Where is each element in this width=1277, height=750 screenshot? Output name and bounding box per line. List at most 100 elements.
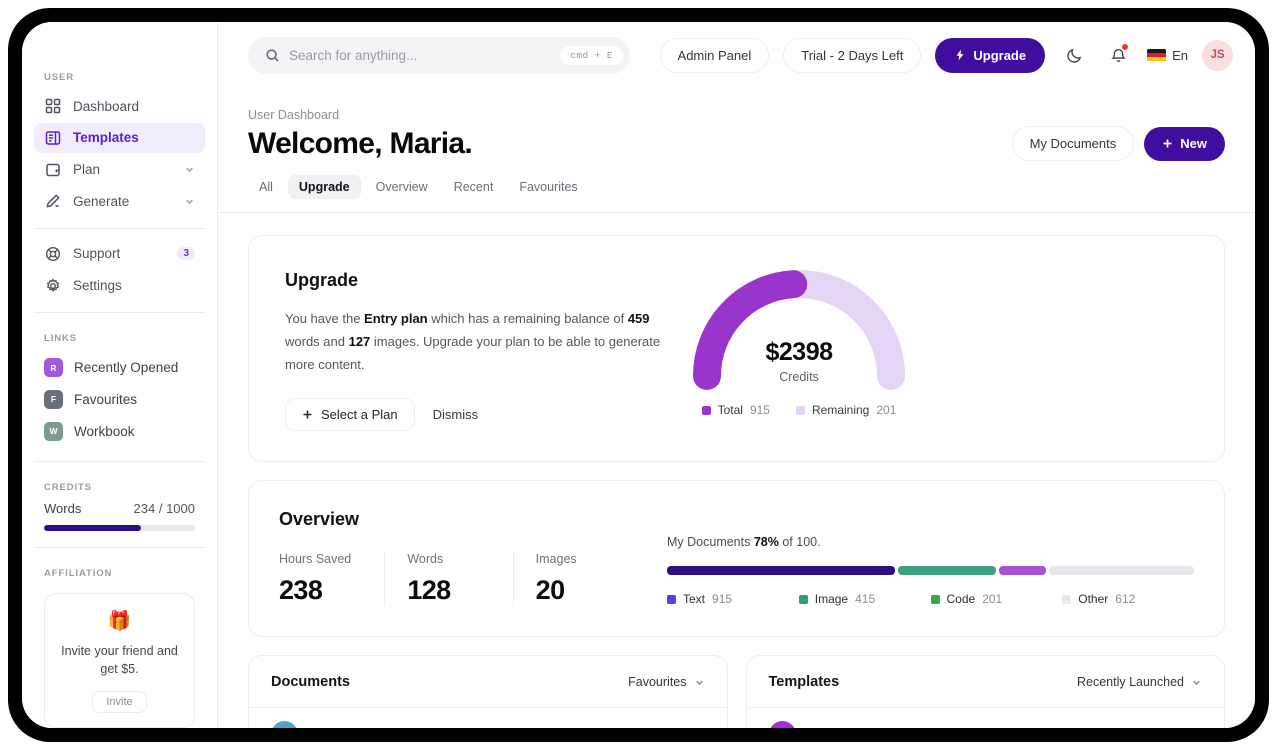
list-item[interactable]: Blog Post Title in Workbook [747,708,1225,728]
tab-overview[interactable]: Overview [375,180,428,194]
recently-opened-badge-icon: R [44,358,63,378]
credits-value: 234 / 1000 [133,500,195,516]
select-a-plan-label: Select a Plan [321,407,398,423]
upgrade-body-pre: You have the [285,311,365,326]
app-screen: USER Dashboard Templates [22,22,1255,728]
sidebar-divider-3 [34,460,205,462]
wallet-icon [44,161,62,179]
chevron-down-icon [695,680,703,685]
sidebar-item-templates[interactable]: Templates [34,122,205,154]
legend-text: Text 915 [667,592,799,606]
sidebar-item-support[interactable]: Support 3 [34,239,205,270]
device-frame: USER Dashboard Templates [8,8,1269,742]
tab-favourites[interactable]: Favourites [519,180,578,194]
stacked-bar-legend: Text 915 Image 415 Cod [667,592,1194,606]
documents-filter-label: Favourites [628,675,687,690]
upgrade-images-remaining: 127 [348,333,371,349]
chevron-down-icon [1193,680,1200,685]
caption-percent: 78% [753,535,779,550]
documents-card-title: Documents [271,674,350,691]
template-name: Blog Post Title [809,727,1120,728]
sidebar-item-label: Dashboard [73,98,140,114]
moon-icon [1066,48,1081,63]
sidebar-item-label: Settings [73,278,122,294]
sidebar-item-dashboard[interactable]: Dashboard [34,91,205,122]
affiliation-text: Invite your friend and get $5. [61,643,178,676]
upgrade-button-label: Upgrade [973,47,1027,63]
documents-card-header: Documents Favourites [249,656,727,709]
stat-label: Words [407,552,444,567]
document-avatar [271,721,298,728]
language-selector[interactable]: En [1147,48,1188,63]
flag-de-icon [1147,48,1167,62]
stat-label: Images [535,552,577,567]
template-avatar [768,721,796,728]
chevron-down-icon [186,167,193,173]
sidebar-divider-2 [34,311,205,313]
upgrade-card-actions: Select a Plan Dismiss [285,398,665,432]
legend-remaining: Remaining 201 [795,403,896,417]
favourites-badge-icon: F [44,389,63,409]
dismiss-button[interactable]: Dismiss [425,407,487,422]
sidebar-divider-4 [34,546,205,548]
upgrade-button[interactable]: Upgrade [935,37,1046,73]
sidebar-link-favourites[interactable]: F Favourites [34,384,205,416]
stack-segment-code [999,566,1046,576]
legend-swatch-code [930,594,940,604]
main-content: cmd + E Admin Panel Trial - 2 Days Left … [218,22,1255,728]
gift-icon: 🎁 [107,610,132,632]
gauge-graphic: $2398 Credits [685,270,913,390]
list-item[interactable]: Untitled Document in Workbook [249,708,727,728]
sidebar-link-recently-opened[interactable]: R Recently Opened [34,352,205,384]
invite-button[interactable]: Invite [92,690,147,713]
legend-total-value: 915 [749,403,770,417]
trial-status-button[interactable]: Trial - 2 Days Left [783,37,922,73]
upgrade-card-title: Upgrade [285,270,359,290]
legend-code-label: Code [946,592,976,607]
documents-card: Documents Favourites Untitled Document i… [248,655,728,728]
templates-card-title: Templates [768,674,840,691]
workbook-badge-icon: W [44,421,63,441]
page-title-row: Welcome, Maria. My Documents New [248,126,1225,161]
legend-swatch-other [1062,594,1072,604]
dark-mode-toggle[interactable] [1059,40,1089,70]
sidebar-divider-1 [34,227,205,229]
tab-all[interactable]: All [259,180,273,194]
plus-icon [1163,139,1172,148]
credits-label: Words [44,500,82,516]
templates-filter-dropdown[interactable]: Recently Launched [1077,675,1202,689]
avatar[interactable]: JS [1202,39,1233,71]
documents-filter-dropdown[interactable]: Favourites [628,675,704,689]
templates-card-header: Templates Recently Launched [746,656,1224,709]
new-button-label: New [1180,136,1207,151]
sidebar-section-links: LINKS [44,332,77,344]
search-input[interactable] [289,47,552,63]
tab-upgrade[interactable]: Upgrade [287,175,361,199]
sidebar-item-label: Support [73,246,121,262]
credits-row: Words 234 / 1000 [34,501,205,516]
sidebar-item-plan[interactable]: Plan [34,154,205,185]
search-shortcut-badge: cmd + E [560,45,623,65]
tab-recent[interactable]: Recent [453,180,494,194]
legend-code: Code 201 [930,592,1063,607]
my-documents-button[interactable]: My Documents [1011,126,1135,161]
sidebar-link-workbook[interactable]: W Workbook [34,415,205,447]
overview-card-title: Overview [279,509,360,530]
upgrade-card: Upgrade You have the Entry plan which ha… [248,235,1225,463]
sidebar-item-settings[interactable]: Settings [34,270,205,301]
search-bar[interactable]: cmd + E [248,36,630,74]
admin-panel-button[interactable]: Admin Panel [659,37,770,73]
legend-image-value: 415 [855,592,876,607]
document-name: Untitled Document [311,727,622,728]
new-button[interactable]: New [1144,126,1225,161]
select-a-plan-button[interactable]: Select a Plan [285,398,415,432]
stat-label: Hours Saved [279,552,352,567]
plus-icon [303,410,312,419]
sidebar-section-affiliation: AFFILIATION [44,567,113,579]
notifications-button[interactable] [1103,40,1133,70]
legend-remaining-label: Remaining [811,403,870,417]
legend-swatch-remaining [795,405,805,415]
template-icon [44,129,62,147]
legend-other-value: 612 [1115,592,1136,607]
sidebar-item-generate[interactable]: Generate [34,186,205,217]
